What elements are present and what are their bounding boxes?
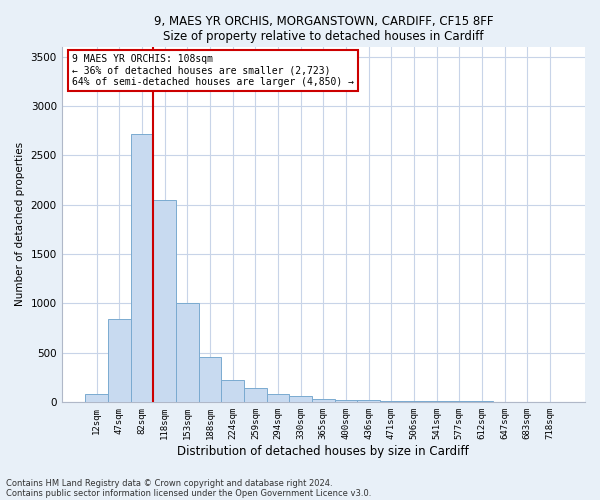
Bar bbox=[289, 396, 312, 402]
Bar bbox=[221, 380, 244, 402]
Bar bbox=[403, 401, 425, 402]
Bar bbox=[176, 304, 199, 402]
Bar bbox=[335, 400, 358, 402]
Bar bbox=[380, 401, 403, 402]
Bar bbox=[266, 394, 289, 402]
Bar bbox=[85, 394, 108, 402]
Bar bbox=[154, 200, 176, 402]
Text: Contains HM Land Registry data © Crown copyright and database right 2024.: Contains HM Land Registry data © Crown c… bbox=[6, 478, 332, 488]
Bar bbox=[131, 134, 154, 402]
Bar bbox=[244, 388, 266, 402]
Text: Contains public sector information licensed under the Open Government Licence v3: Contains public sector information licen… bbox=[6, 488, 371, 498]
Bar bbox=[199, 358, 221, 402]
Title: 9, MAES YR ORCHIS, MORGANSTOWN, CARDIFF, CF15 8FF
Size of property relative to d: 9, MAES YR ORCHIS, MORGANSTOWN, CARDIFF,… bbox=[154, 15, 493, 43]
Y-axis label: Number of detached properties: Number of detached properties bbox=[15, 142, 25, 306]
X-axis label: Distribution of detached houses by size in Cardiff: Distribution of detached houses by size … bbox=[178, 444, 469, 458]
Bar bbox=[108, 319, 131, 402]
Text: 9 MAES YR ORCHIS: 108sqm
← 36% of detached houses are smaller (2,723)
64% of sem: 9 MAES YR ORCHIS: 108sqm ← 36% of detach… bbox=[72, 54, 354, 87]
Bar bbox=[312, 399, 335, 402]
Bar bbox=[358, 400, 380, 402]
